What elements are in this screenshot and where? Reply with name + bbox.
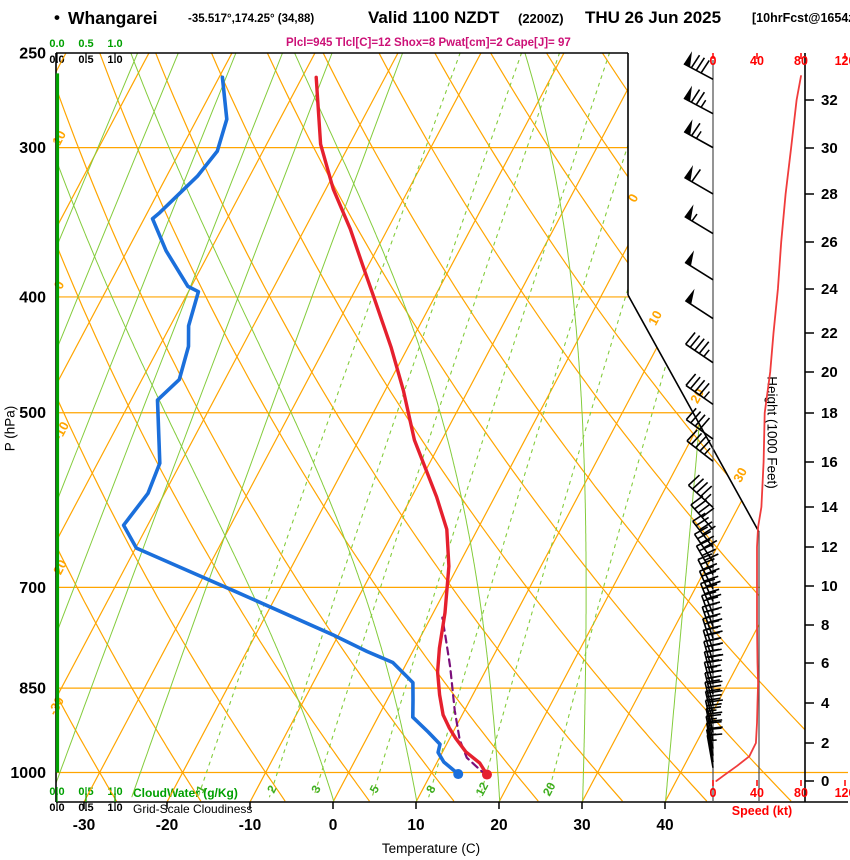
wind-barbs	[683, 51, 724, 768]
station-name: Whangarei	[68, 8, 158, 28]
svg-text:28: 28	[821, 186, 838, 203]
svg-text:8: 8	[821, 617, 829, 634]
svg-text:3: 3	[308, 783, 324, 796]
surface-temperature-dot	[481, 769, 492, 780]
svg-text:2: 2	[264, 783, 280, 796]
svg-text:850: 850	[19, 681, 46, 698]
station-coords: -35.517°,174.25° (34,88)	[188, 13, 315, 25]
svg-text:1000: 1000	[10, 765, 46, 782]
cloudiness-axis-label: Grid-Scale Cloudiness	[133, 802, 253, 816]
svg-text:22: 22	[821, 325, 838, 342]
svg-text:80: 80	[794, 54, 808, 68]
svg-text:-20: -20	[156, 817, 178, 834]
svg-text:10: 10	[821, 578, 838, 595]
temperature-axis-title: Temperature (C)	[381, 841, 481, 856]
svg-text:400: 400	[19, 289, 46, 306]
isotherm-lines	[56, 53, 805, 802]
svg-text:30: 30	[730, 465, 750, 485]
forecast-reference: [10hrFcst@1654z]	[752, 11, 850, 25]
cloudwater-scale-0: 0.0	[49, 38, 65, 50]
svg-text:500: 500	[19, 405, 46, 422]
svg-text:-30: -30	[73, 817, 95, 834]
surface-markers	[453, 769, 492, 780]
sounding-indices: Plcl=945 Tlcl[C]=12 Shox=8 Pwat[cm]=2 Ca…	[286, 37, 571, 49]
svg-text:40: 40	[750, 54, 764, 68]
svg-text:10: 10	[645, 308, 665, 328]
svg-text:6: 6	[821, 655, 829, 672]
dewpoint-profile-line	[121, 75, 461, 776]
surface-dewpoint-dot	[453, 769, 464, 780]
svg-text:700: 700	[19, 580, 46, 597]
valid-zulu: (2200Z)	[518, 11, 564, 26]
svg-text:24: 24	[821, 281, 838, 298]
svg-text:120: 120	[835, 786, 850, 800]
svg-text:12: 12	[821, 539, 838, 556]
svg-text:18: 18	[821, 405, 838, 422]
svg-text:30: 30	[573, 817, 590, 834]
speed-profile-line	[715, 75, 802, 782]
speed-axis-title: Speed (kt)	[731, 804, 793, 818]
svg-text:120: 120	[835, 54, 850, 68]
svg-text:20: 20	[490, 817, 507, 834]
svg-text:4: 4	[821, 695, 830, 712]
svg-text:0: 0	[821, 773, 829, 790]
svg-text:5: 5	[367, 783, 383, 796]
svg-text:250: 250	[19, 46, 46, 63]
svg-text:12: 12	[473, 780, 492, 799]
svg-text:26: 26	[821, 234, 838, 251]
svg-text:40: 40	[656, 817, 673, 834]
svg-text:0: 0	[710, 786, 717, 800]
mixing-ratio-labels: 1 2 3 5 8 12 20	[193, 780, 559, 799]
parcel-path-line	[441, 616, 488, 777]
svg-text:30: 30	[821, 140, 838, 157]
svg-text:80: 80	[794, 786, 808, 800]
cloudwater-scale-05: 0.5	[78, 38, 94, 50]
mixing-ratio-solid-lines	[56, 53, 404, 798]
valid-date: THU 26 Jun 2025	[585, 8, 722, 27]
svg-text:20: 20	[821, 364, 838, 381]
svg-text:0: 0	[329, 817, 338, 834]
svg-text:2: 2	[821, 735, 829, 752]
svg-text:16: 16	[821, 454, 838, 471]
svg-text:10: 10	[407, 817, 424, 834]
svg-text:20: 20	[540, 780, 559, 799]
svg-text:0: 0	[710, 54, 717, 68]
svg-text:300: 300	[19, 140, 46, 157]
svg-text:8: 8	[423, 783, 439, 796]
isotherm-labels: 100-10-20-300102030	[45, 128, 750, 718]
svg-text:32: 32	[821, 92, 838, 109]
station-bullet: •	[54, 8, 60, 27]
svg-text:-10: -10	[239, 817, 261, 834]
svg-text:40: 40	[750, 786, 764, 800]
temperature-profile-line	[314, 75, 489, 777]
svg-text:14: 14	[821, 499, 838, 516]
cloudwater-axis-label: CloudWater (g/Kg)	[133, 786, 238, 800]
cloudwater-scale-1: 1.0	[107, 38, 123, 50]
valid-time: Valid 1100 NZDT	[368, 8, 500, 27]
